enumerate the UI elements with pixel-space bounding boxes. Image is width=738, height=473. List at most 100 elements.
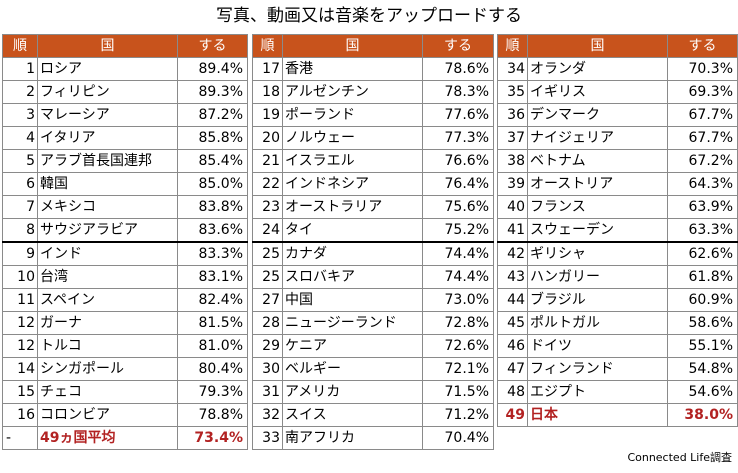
table-row: 19 ポーランド 77.6% [252,103,494,127]
rank-cell: 42 [497,241,528,266]
table-row: 33 南アフリカ 70.4% [252,426,494,450]
rank-cell: 12 [2,334,38,358]
value-cell: 83.6% [177,218,248,243]
rank-cell: 37 [497,126,528,150]
table-row: 15 チェコ 79.3% [2,380,248,404]
rank-cell: 5 [2,149,38,173]
value-cell: 38.0% [667,403,738,427]
value-cell: 75.2% [422,218,494,243]
value-cell: 67.2% [667,149,738,173]
table-row: 42 ギリシャ 62.6% [497,241,738,266]
value-header: する [667,34,738,58]
value-cell: 67.7% [667,103,738,127]
value-cell: 58.6% [667,311,738,335]
country-cell: インド [37,241,178,266]
table-row: -49ヵ国平均 73.4% [2,426,248,450]
country-cell: カナダ [282,241,423,266]
value-cell: 72.1% [422,357,494,381]
value-cell: 71.5% [422,380,494,404]
country-cell: サウジアラビア [37,218,178,243]
country-cell: ブラジル [527,288,668,312]
value-cell: 60.9% [667,288,738,312]
value-header: する [177,34,248,58]
value-cell: 64.3% [667,172,738,196]
rank-cell: 10 [2,265,38,289]
value-cell: 63.9% [667,195,738,219]
country-cell: ドイツ [527,334,668,358]
table-row: 45 ポルトガル 58.6% [497,311,738,335]
value-cell: 77.6% [422,103,494,127]
value-cell: 69.3% [667,80,738,104]
table-row: 29 ケニア 72.6% [252,334,494,358]
table-row: 6 韓国 85.0% [2,172,248,196]
table-row: 46 ドイツ 55.1% [497,334,738,358]
value-cell: 79.3% [177,380,248,404]
country-cell: オーストリア [527,172,668,196]
country-cell: フィンランド [527,357,668,381]
table-row: 38 ベトナム 67.2% [497,149,738,173]
table-row: 39 オーストリア 64.3% [497,172,738,196]
value-cell: 73.4% [177,426,248,450]
country-cell: オランダ [527,57,668,81]
value-cell: 81.0% [177,334,248,358]
country-cell: ナイジェリア [527,126,668,150]
value-cell: 62.6% [667,241,738,266]
table-row: 2 フィリピン 89.3% [2,80,248,104]
country-cell: オーストラリア [282,195,423,219]
country-header: 国 [527,34,668,58]
rank-cell: 27 [252,288,283,312]
country-cell: ガーナ [37,311,178,335]
value-cell: 77.3% [422,126,494,150]
table-row: 36 デンマーク 67.7% [497,103,738,127]
value-cell: 61.8% [667,265,738,289]
rank-header: 順 [497,34,528,58]
value-cell: 73.0% [422,288,494,312]
header-row: 順国する [497,34,738,58]
value-cell: 78.6% [422,57,494,81]
table-row: 34 オランダ 70.3% [497,57,738,81]
value-cell: 89.4% [177,57,248,81]
country-cell: デンマーク [527,103,668,127]
table-row: 25 スロバキア 74.4% [252,265,494,289]
table-row: 25 カナダ 74.4% [252,241,494,266]
rank-cell: 49 [497,403,528,427]
country-header: 国 [37,34,178,58]
rank-cell: 36 [497,103,528,127]
country-cell: スペイン [37,288,178,312]
value-cell: 71.2% [422,403,494,427]
value-cell: 82.4% [177,288,248,312]
table-row: 21 イスラエル 76.6% [252,149,494,173]
header-row: 順国する [2,34,248,58]
rank-header: 順 [2,34,38,58]
rank-cell: 40 [497,195,528,219]
rank-cell: 44 [497,288,528,312]
rank-cell: 19 [252,103,283,127]
country-cell: アルゼンチン [282,80,423,104]
value-cell: 81.5% [177,311,248,335]
table-row: 32 スイス 71.2% [252,403,494,427]
table-row: 11 スペイン 82.4% [2,288,248,312]
country-cell: トルコ [37,334,178,358]
rank-cell: 30 [252,357,283,381]
rank-cell: 35 [497,80,528,104]
value-cell: 67.7% [667,126,738,150]
table-row: 24 タイ 75.2% [252,218,494,243]
country-cell: ニュージーランド [282,311,423,335]
rank-cell: 6 [2,172,38,196]
country-cell: フランス [527,195,668,219]
rank-cell: 2 [2,80,38,104]
rank-cell: 29 [252,334,283,358]
rank-cell: 22 [252,172,283,196]
rank-cell: 25 [252,265,283,289]
page-title: 写真、動画又は音楽をアップロードする [216,6,522,26]
value-cell: 83.8% [177,195,248,219]
ranking-table-3: 順国する 34 オランダ 70.3% 35 イギリス 69.3% 36 デンマーク 67.7% 37… [497,34,738,427]
country-cell: メキシコ [37,195,178,219]
country-cell: ノルウェー [282,126,423,150]
country-cell: 台湾 [37,265,178,289]
value-cell: 83.3% [177,241,248,266]
value-cell: 74.4% [422,241,494,266]
country-cell: ギリシャ [527,241,668,266]
rank-cell: 17 [252,57,283,81]
country-cell: スウェーデン [527,218,668,243]
